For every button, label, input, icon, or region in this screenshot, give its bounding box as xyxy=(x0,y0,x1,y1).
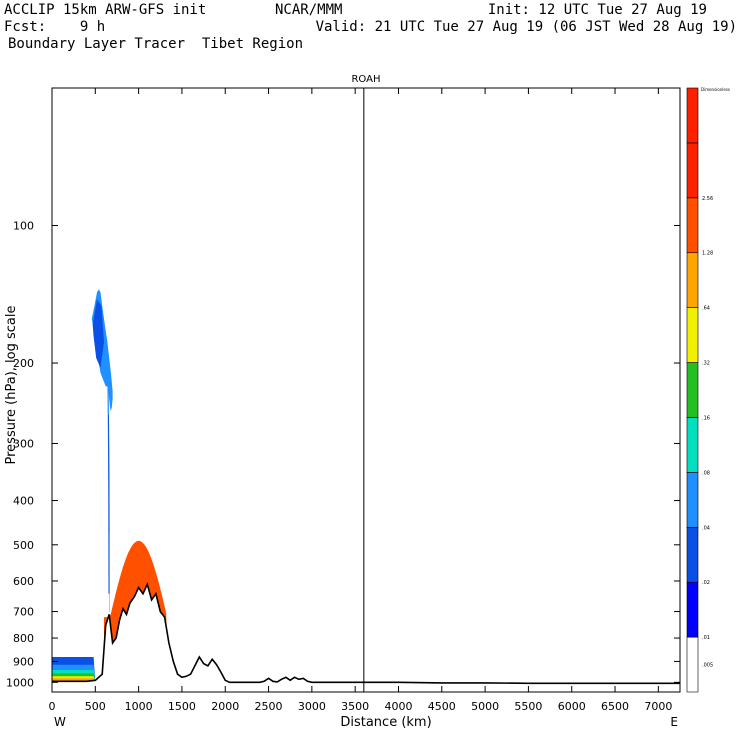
tracer-column-core xyxy=(108,415,110,594)
colorbar-label-5: .16 xyxy=(702,415,710,421)
terrain-line xyxy=(52,581,680,685)
colorbar-band-3 xyxy=(686,472,699,528)
x-tick-label-0: 0 xyxy=(49,700,56,713)
colorbar-band-4 xyxy=(686,417,699,473)
colorbar-label-0: .005 xyxy=(702,663,713,669)
colorbar-label-9: 2.56 xyxy=(702,196,713,202)
y-tick-label-3: 400 xyxy=(13,495,34,508)
x-tick-label-13: 6500 xyxy=(601,700,629,713)
tracer-high-core xyxy=(92,299,104,368)
y-tick-label-7: 800 xyxy=(13,632,34,645)
header-line1-left: ACCLIP 15km ARW-GFS init xyxy=(4,2,207,18)
chart-title: ROAH xyxy=(351,74,380,85)
colorbar-band-6 xyxy=(686,307,699,363)
x-tick-label-7: 3500 xyxy=(341,700,369,713)
y-tick-label-0: 100 xyxy=(13,220,34,233)
colorbar-label-1: .01 xyxy=(702,635,710,641)
colorbar-label-4: .08 xyxy=(702,470,710,476)
y-axis-label: Pressure (hPa), log scale xyxy=(4,306,19,465)
y-tick-label-1: 200 xyxy=(13,357,34,370)
colorbar-label-8: 1.28 xyxy=(702,251,713,257)
header-line2-left: Fcst: 9 h xyxy=(4,19,106,35)
colorbar-band-0 xyxy=(686,636,699,693)
x-tick-label-9: 4500 xyxy=(428,700,456,713)
header-line1-center: NCAR/MMM xyxy=(275,2,343,18)
terrain-mask xyxy=(52,584,680,692)
colorbar-label-2: .02 xyxy=(702,580,710,586)
y-tick-label-2: 300 xyxy=(13,437,34,450)
x-tick-label-1: 500 xyxy=(85,700,106,713)
plot-content xyxy=(52,289,680,692)
colorbar-label-7: .64 xyxy=(702,306,710,312)
colorbar-band-2 xyxy=(686,526,699,583)
colorbar-band-10 xyxy=(686,87,699,144)
x-tick-label-5: 2500 xyxy=(255,700,283,713)
colorbar-band-9 xyxy=(686,142,699,199)
header-line1-right: Init: 12 UTC Tue 27 Aug 19 xyxy=(487,2,707,18)
x-tick-label-14: 7000 xyxy=(644,700,672,713)
colorbar-label-6: .32 xyxy=(702,361,710,367)
y-tick-label-9: 1000 xyxy=(6,676,34,689)
colorbar-band-8 xyxy=(686,197,699,254)
x-tick-label-10: 5000 xyxy=(471,700,499,713)
y-tick-label-4: 500 xyxy=(13,539,34,552)
y-tick-label-6: 700 xyxy=(13,606,34,619)
x-tick-label-4: 2000 xyxy=(211,700,239,713)
x-tick-label-6: 3000 xyxy=(298,700,326,713)
colorbar-band-7 xyxy=(686,252,699,308)
y-tick-label-8: 900 xyxy=(13,655,34,668)
colorbar-title: Dimensionless xyxy=(701,87,730,92)
header-line3-left: Boundary Layer Tracer Tibet Region xyxy=(8,36,304,52)
x-end-label-right: E xyxy=(670,715,678,729)
x-tick-label-3: 1500 xyxy=(168,700,196,713)
x-end-label-left: W xyxy=(54,715,66,729)
plot-frame xyxy=(51,87,681,693)
x-tick-label-2: 1000 xyxy=(125,700,153,713)
x-axis-label: Distance (km) xyxy=(340,715,431,730)
x-tick-label-11: 5500 xyxy=(514,700,542,713)
header-line2-right: Valid: 21 UTC Tue 27 Aug 19 (06 JST Wed … xyxy=(315,19,737,35)
x-tick-label-12: 6000 xyxy=(558,700,586,713)
x-tick-label-8: 4000 xyxy=(384,700,412,713)
colorbar-band-5 xyxy=(686,362,699,418)
colorbar-label-3: .04 xyxy=(702,525,710,531)
colorbar-band-1 xyxy=(686,581,699,638)
y-tick-label-5: 600 xyxy=(13,575,34,588)
